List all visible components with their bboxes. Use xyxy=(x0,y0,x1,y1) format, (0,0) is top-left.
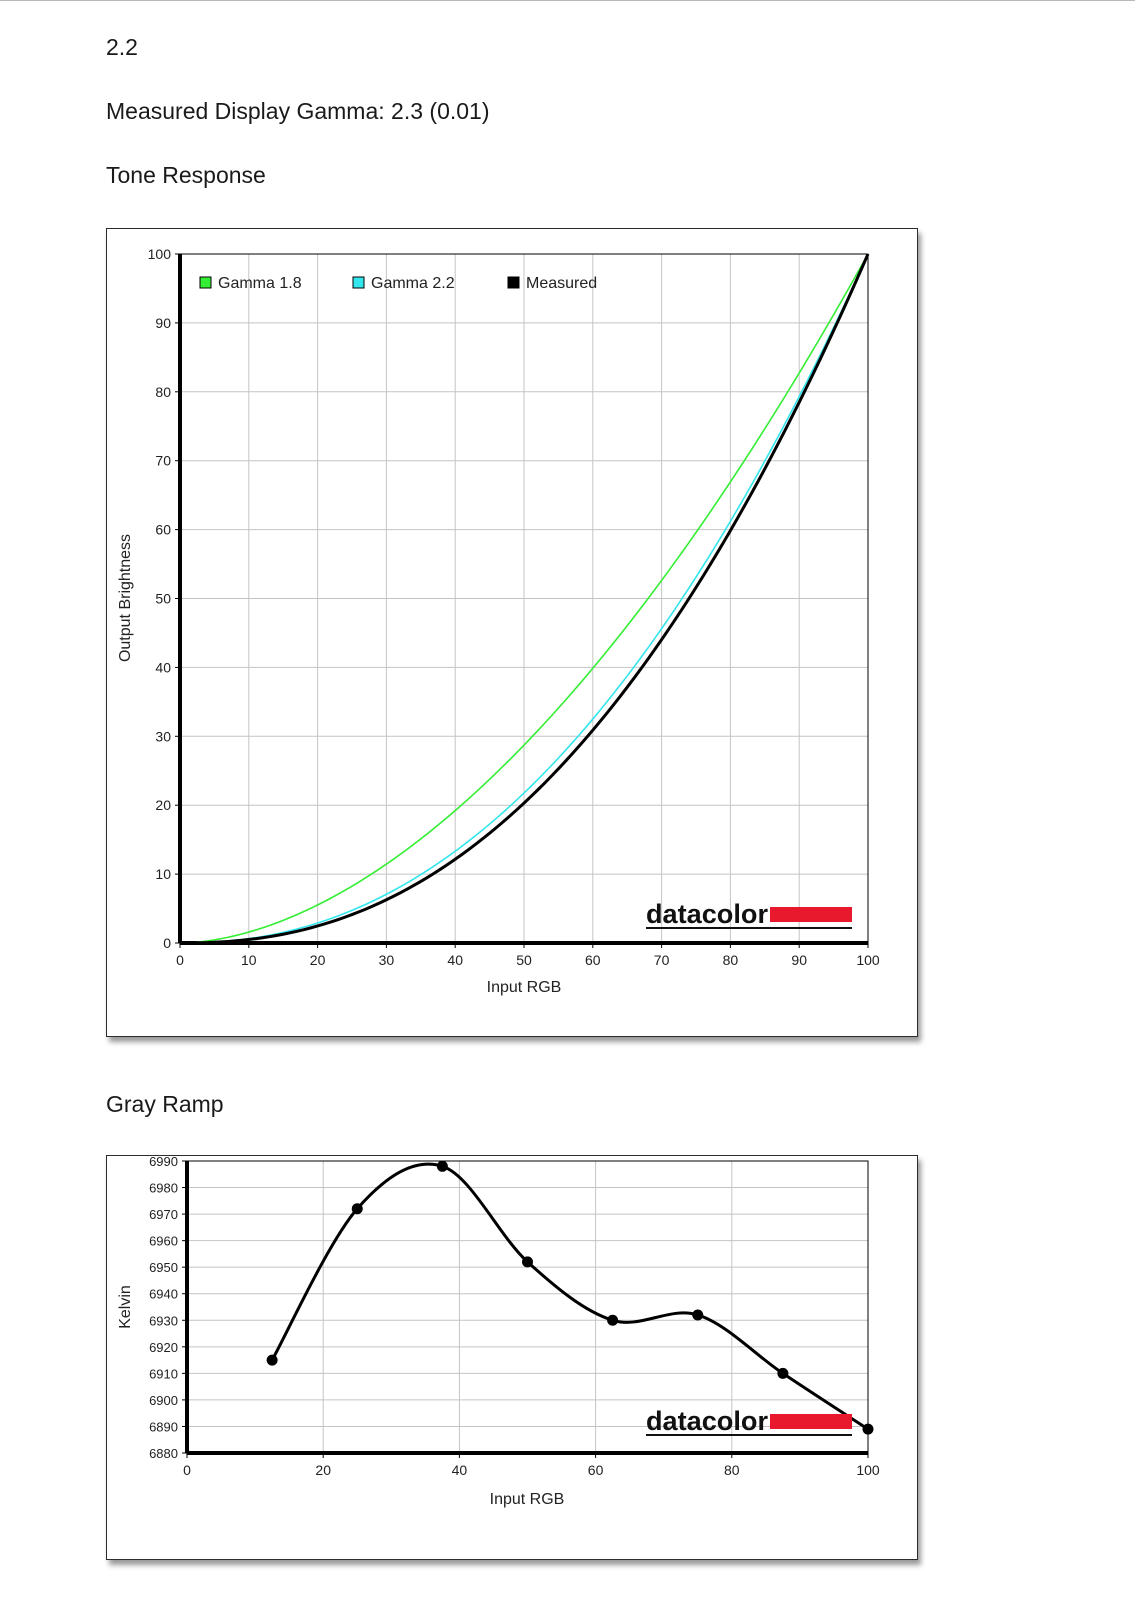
x-tick-label: 80 xyxy=(724,1462,740,1478)
y-tick-label: 6920 xyxy=(149,1340,178,1355)
y-axis-label: Output Brightness xyxy=(117,534,134,662)
y-tick-label: 30 xyxy=(155,728,171,744)
x-tick-label: 0 xyxy=(176,952,184,968)
x-tick-label: 20 xyxy=(315,1462,331,1478)
measured-gamma-heading: Measured Display Gamma: 2.3 (0.01) xyxy=(106,98,490,124)
y-tick-label: 6880 xyxy=(149,1446,178,1461)
x-tick-label: 40 xyxy=(447,952,463,968)
x-axis-label: Input RGB xyxy=(487,979,562,996)
y-tick-label: 6960 xyxy=(149,1234,178,1249)
target-gamma-heading: 2.2 xyxy=(106,34,138,60)
y-tick-label: 10 xyxy=(155,866,171,882)
x-tick-label: 0 xyxy=(183,1462,191,1478)
kelvin-series-line xyxy=(270,1162,869,1431)
y-tick-label: 60 xyxy=(155,522,171,538)
y-tick-label: 50 xyxy=(155,591,171,607)
top-rule xyxy=(0,0,1135,1)
kelvin-data-point xyxy=(351,1203,363,1215)
y-tick-label: 6990 xyxy=(149,1156,178,1169)
kelvin-data-point xyxy=(692,1309,704,1321)
datacolor-logo-bar xyxy=(770,907,852,922)
y-tick-label: 6930 xyxy=(149,1313,178,1328)
x-tick-label: 30 xyxy=(379,952,395,968)
legend-label: Gamma 1.8 xyxy=(218,275,302,292)
y-tick-label: 70 xyxy=(155,453,171,469)
tone-response-chart: 0 10 20 30 40 50 60 70 80 90 100 0 10 20 30 40 50 60 70 80 9… xyxy=(106,228,918,1037)
x-tick-label: 90 xyxy=(791,952,807,968)
x-tick-label: 100 xyxy=(856,952,880,968)
y-tick-label: 6980 xyxy=(149,1181,178,1196)
x-tick-label: 20 xyxy=(310,952,326,968)
y-tick-label: 90 xyxy=(155,315,171,331)
y-tick-label: 6970 xyxy=(149,1207,178,1222)
x-axis-label: Input RGB xyxy=(490,1491,565,1508)
y-axis-label: Kelvin xyxy=(117,1285,134,1329)
x-tick-label: 100 xyxy=(856,1462,880,1478)
x-tick-label: 10 xyxy=(241,952,257,968)
kelvin-data-point xyxy=(607,1314,619,1326)
gray-ramp-chart: 0 20 40 60 80 100 6880 6890 6900 6910 6920 6930 6940… xyxy=(106,1155,918,1560)
y-tick-label: 100 xyxy=(148,246,172,262)
tone-response-title: Tone Response xyxy=(106,162,266,188)
series-line-measured xyxy=(179,253,870,945)
x-tick-label: 40 xyxy=(452,1462,468,1478)
y-tick-label: 6890 xyxy=(149,1419,178,1434)
series-line-gamma-2-2 xyxy=(179,253,869,944)
legend-swatch xyxy=(199,276,212,289)
gray-ramp-svg: 0 20 40 60 80 100 6880 6890 6900 6910 6920 6930 6940… xyxy=(117,1156,880,1508)
y-tick-label: 0 xyxy=(163,935,171,951)
tone-response-svg: 0 10 20 30 40 50 60 70 80 90 100 0 10 20 30 40 50 60 70 80 9… xyxy=(117,246,880,996)
kelvin-data-point xyxy=(266,1354,278,1366)
y-tick-label: 6950 xyxy=(149,1260,178,1275)
y-tick-label: 80 xyxy=(155,384,171,400)
x-tick-label: 70 xyxy=(654,952,670,968)
legend-swatch xyxy=(507,276,520,289)
kelvin-data-point xyxy=(777,1367,789,1379)
datacolor-logo-text: datacolor xyxy=(646,899,768,929)
legend-label: Gamma 2.2 xyxy=(371,275,455,292)
legend-swatch xyxy=(352,276,365,289)
y-tick-label: 40 xyxy=(155,659,171,675)
x-tick-label: 50 xyxy=(516,952,532,968)
series-line-gamma-1-8 xyxy=(179,253,869,944)
legend-label: Measured xyxy=(526,275,597,292)
y-tick-label: 20 xyxy=(155,797,171,813)
y-tick-label: 6910 xyxy=(149,1366,178,1381)
kelvin-data-point xyxy=(522,1256,533,1268)
kelvin-data-point xyxy=(862,1423,874,1435)
y-tick-label: 6900 xyxy=(149,1393,178,1408)
datacolor-logo-text: datacolor xyxy=(646,1406,768,1436)
kelvin-data-point xyxy=(436,1160,448,1172)
x-tick-label: 60 xyxy=(588,1462,604,1478)
datacolor-logo-bar xyxy=(770,1414,852,1429)
x-tick-label: 60 xyxy=(585,952,601,968)
gray-ramp-title: Gray Ramp xyxy=(106,1091,224,1117)
y-tick-label: 6940 xyxy=(149,1287,178,1302)
x-tick-label: 80 xyxy=(723,952,739,968)
